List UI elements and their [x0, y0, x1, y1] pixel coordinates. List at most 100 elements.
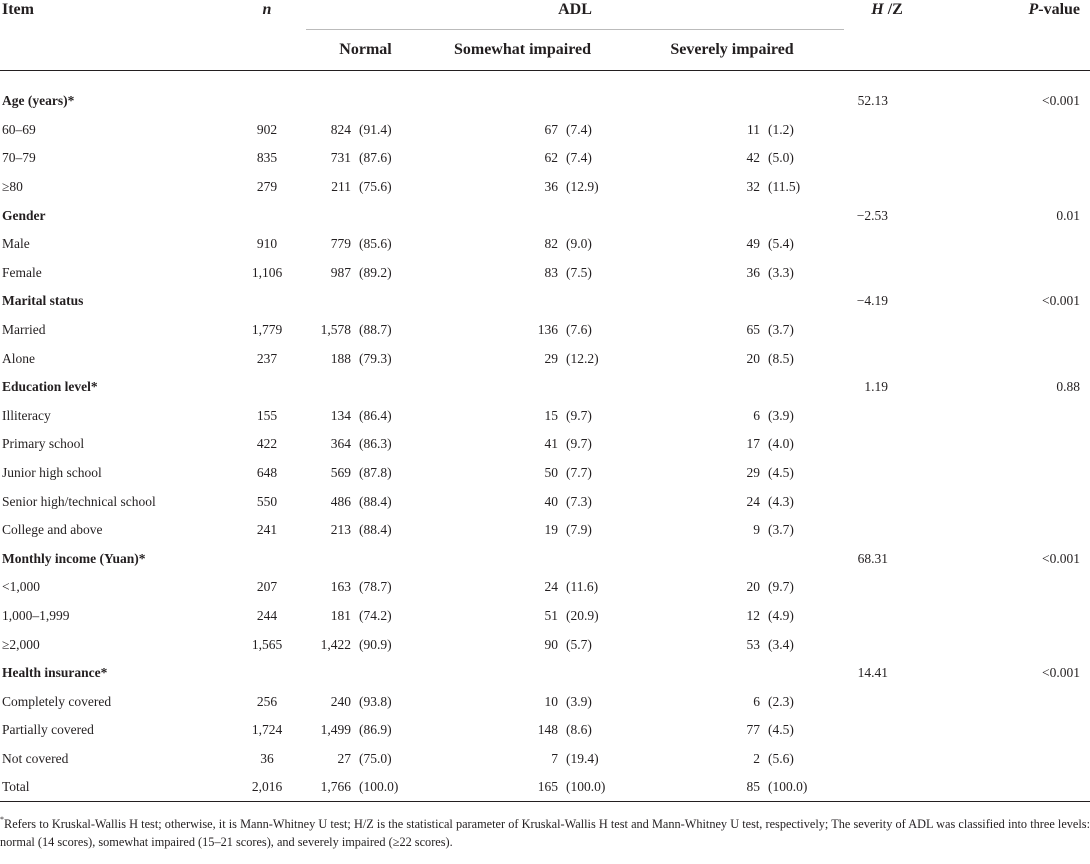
- normal-count: 134: [330, 407, 351, 423]
- somewhat-count: 67: [544, 121, 559, 137]
- empty-cell: [306, 373, 351, 402]
- empty-cell: [844, 687, 930, 716]
- header-p-rest: -value: [1038, 1, 1081, 18]
- empty-cell: [306, 545, 351, 574]
- normal-percent: (86.4): [359, 407, 392, 423]
- empty-cell: [844, 459, 930, 488]
- empty-cell: [930, 430, 1090, 459]
- group-label: Age (years)*: [2, 93, 75, 109]
- row-label: 1,000–1,999: [2, 607, 70, 623]
- severe-percent: (4.9): [768, 607, 794, 623]
- empty-cell: [844, 316, 930, 345]
- normal-count: 1,499: [320, 722, 351, 738]
- somewhat-count: 36: [544, 179, 559, 195]
- empty-cell: [844, 745, 930, 774]
- row-label: Senior high/technical school: [2, 493, 156, 509]
- severe-percent: (4.0): [768, 436, 794, 452]
- header-hz-italic: H: [871, 1, 884, 18]
- n-value: 550: [256, 493, 278, 509]
- empty-cell: [351, 287, 425, 316]
- n-value: 1,106: [251, 264, 283, 280]
- n-value: 237: [256, 350, 278, 366]
- normal-count: 27: [337, 750, 352, 766]
- header-item: Item: [2, 1, 34, 18]
- table-row: Partially covered 1,724 1,499 (86.9) 148 (8.6…: [0, 716, 1090, 745]
- severe-count: 29: [746, 465, 761, 481]
- n-value: 207: [256, 579, 278, 595]
- n-value: 36: [260, 750, 274, 766]
- p-value: 0.01: [1056, 207, 1081, 223]
- severe-percent: (9.7): [768, 579, 794, 595]
- severe-percent: (3.9): [768, 407, 794, 423]
- empty-cell: [930, 316, 1090, 345]
- row-label: Completely covered: [2, 693, 112, 709]
- group-label: Health insurance*: [2, 665, 108, 681]
- empty-cell: [425, 659, 558, 688]
- severe-percent: (2.3): [768, 693, 794, 709]
- somewhat-percent: (7.4): [566, 121, 592, 137]
- empty-cell: [844, 573, 930, 602]
- normal-count: 486: [330, 493, 351, 509]
- row-label: Partially covered: [2, 722, 94, 738]
- somewhat-count: 7: [551, 750, 558, 766]
- table-row: Not covered 36 27 (75.0) 7 (19.4) 2 (5.6): [0, 745, 1090, 774]
- somewhat-percent: (5.7): [566, 636, 592, 652]
- somewhat-count: 15: [544, 407, 559, 423]
- n-value: 902: [256, 121, 278, 137]
- empty-cell: [844, 344, 930, 373]
- table-row: College and above 241 213 (88.4) 19 (7.9) 9 (3.…: [0, 516, 1090, 545]
- row-label: Alone: [2, 350, 35, 366]
- normal-count: 569: [330, 465, 351, 481]
- somewhat-count: 51: [544, 607, 559, 623]
- normal-percent: (90.9): [359, 636, 392, 652]
- normal-count: 987: [330, 264, 351, 280]
- empty-cell: [930, 687, 1090, 716]
- empty-cell: [306, 287, 351, 316]
- normal-percent: (88.4): [359, 493, 392, 509]
- somewhat-percent: (7.7): [566, 465, 592, 481]
- empty-cell: [620, 87, 760, 116]
- somewhat-count: 10: [544, 693, 559, 709]
- empty-cell: [844, 602, 930, 631]
- normal-percent: (93.8): [359, 693, 392, 709]
- p-value: <0.001: [1042, 293, 1081, 309]
- header-normal: Normal: [339, 40, 392, 58]
- empty-cell: [620, 373, 760, 402]
- empty-cell: [425, 373, 558, 402]
- severe-percent: (1.2): [768, 121, 794, 137]
- row-label: Female: [2, 264, 42, 280]
- empty-cell: [351, 87, 425, 116]
- empty-cell: [844, 144, 930, 173]
- hz-value: −2.53: [856, 207, 889, 223]
- somewhat-percent: (7.5): [566, 264, 592, 280]
- group-row: Age (years)* 52.13 <0.001: [0, 87, 1090, 116]
- normal-percent: (87.6): [359, 150, 392, 166]
- n-value: 422: [256, 436, 278, 452]
- header-adl: ADL: [306, 0, 845, 30]
- empty-cell: [844, 116, 930, 145]
- p-value: <0.001: [1042, 665, 1081, 681]
- severe-count: 11: [747, 121, 760, 137]
- normal-percent: (87.8): [359, 465, 392, 481]
- footnote-text: Refers to Kruskal-Wallis H test; otherwi…: [0, 817, 1090, 849]
- empty-cell: [930, 516, 1090, 545]
- empty-cell: [760, 87, 844, 116]
- empty-cell: [558, 373, 620, 402]
- empty-cell: [930, 259, 1090, 288]
- somewhat-count: 19: [544, 522, 559, 538]
- normal-percent: (75.0): [359, 750, 392, 766]
- row-label: Not covered: [2, 750, 69, 766]
- group-label: Monthly income (Yuan)*: [2, 550, 146, 566]
- severe-count: 24: [746, 493, 761, 509]
- normal-count: 1,422: [320, 636, 351, 652]
- somewhat-percent: (12.2): [566, 350, 599, 366]
- normal-count: 181: [330, 607, 351, 623]
- empty-cell: [844, 487, 930, 516]
- normal-percent: (89.2): [359, 264, 392, 280]
- severe-percent: (3.7): [768, 522, 794, 538]
- severe-count: 65: [746, 322, 761, 338]
- empty-cell: [306, 201, 351, 230]
- somewhat-percent: (9.0): [566, 236, 592, 252]
- row-label: College and above: [2, 522, 103, 538]
